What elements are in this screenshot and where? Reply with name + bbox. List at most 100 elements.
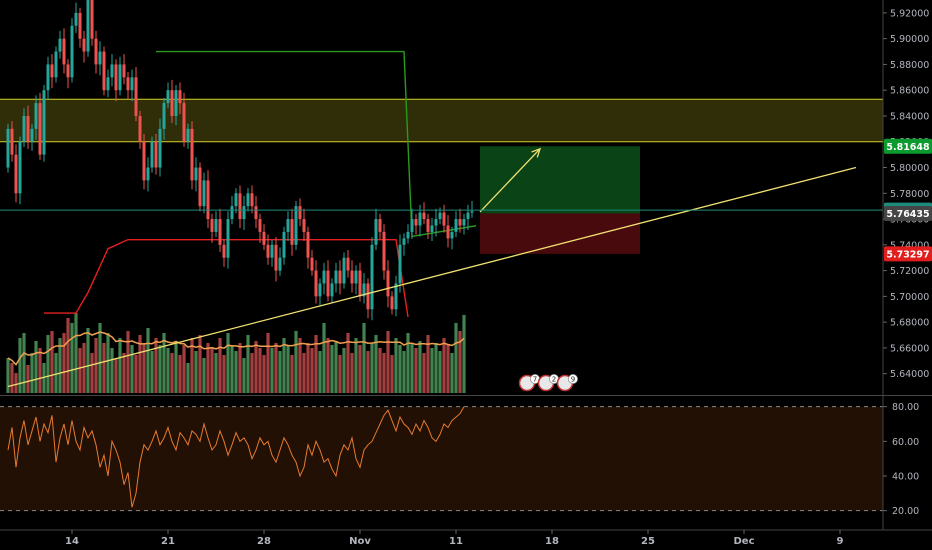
volume-bar	[382, 353, 386, 393]
candle-body	[342, 257, 346, 284]
volume-bar	[414, 348, 418, 393]
volume-bars	[6, 313, 466, 393]
volume-bar	[242, 358, 246, 393]
price-tick-label: 5.80000	[890, 163, 929, 174]
candle-body	[422, 212, 426, 220]
volume-bar	[198, 335, 202, 393]
volume-bar	[358, 345, 362, 393]
rsi-line	[7, 406, 465, 508]
candle-body	[142, 141, 146, 181]
price-tick-label: 5.84000	[890, 111, 929, 122]
volume-bar	[146, 328, 150, 393]
trendline-group[interactable]	[7, 147, 857, 388]
price-tick-label: 5.78000	[890, 189, 929, 200]
candle-body	[130, 77, 134, 91]
volume-bar	[182, 345, 186, 393]
volume-bar	[190, 338, 194, 393]
candle-body	[286, 219, 290, 232]
volume-bar	[118, 338, 122, 393]
candle-body	[402, 238, 406, 245]
trendline[interactable]	[7, 166, 857, 388]
volume-bar	[238, 343, 242, 393]
resistance-zone-group	[0, 98, 883, 143]
volume-bar	[326, 338, 330, 393]
candle-body	[446, 225, 450, 239]
long-position-tool[interactable]	[480, 146, 640, 254]
candle-body	[318, 283, 322, 297]
candle-body	[210, 219, 214, 232]
candle-body	[198, 167, 202, 207]
candle-body	[430, 225, 434, 232]
volume-bar	[438, 351, 442, 393]
volume-bar	[54, 353, 58, 393]
volume-bar	[454, 323, 458, 393]
candle-body	[338, 270, 342, 284]
volume-bar	[362, 323, 366, 393]
volume-bar	[226, 333, 230, 393]
price-tick-label: 5.70000	[890, 292, 929, 303]
candle-body	[298, 206, 302, 220]
volume-bar	[138, 335, 142, 393]
rsi-tick-label: 40.00	[892, 472, 919, 483]
candle-body	[134, 77, 138, 116]
volume-bar	[314, 335, 318, 393]
candle-body	[434, 219, 438, 226]
candle-body	[226, 219, 230, 258]
volume-bar	[214, 353, 218, 393]
volume-bar	[306, 343, 310, 393]
candlesticks	[6, 0, 474, 321]
volume-bar	[390, 355, 394, 393]
volume-bar	[274, 343, 278, 393]
volume-bar	[298, 338, 302, 393]
price-label-text: 5.73297	[886, 249, 929, 260]
volume-bar	[70, 323, 74, 393]
price-tick-label: 5.72000	[890, 266, 929, 277]
candle-body	[18, 141, 22, 194]
lower-step-line	[44, 238, 409, 318]
candle-body	[466, 212, 470, 220]
event-badges[interactable]: 7 2 9	[518, 374, 578, 392]
volume-bar	[446, 345, 450, 393]
price-tick-label: 5.64000	[890, 369, 929, 380]
candle-body	[26, 115, 30, 142]
volume-ma-line	[7, 331, 465, 366]
volume-bar	[114, 358, 118, 393]
volume-bar	[126, 331, 130, 393]
event-badge-count: 2	[552, 376, 556, 384]
event-badge-count: 7	[533, 376, 537, 384]
candle-body	[274, 244, 278, 271]
candle-body	[370, 244, 374, 310]
candle-body	[138, 115, 142, 142]
candle-body	[150, 141, 154, 168]
position-profit-zone[interactable]	[480, 146, 640, 214]
volume-bar	[18, 338, 22, 393]
volume-bar	[258, 348, 262, 393]
candle-body	[154, 141, 158, 168]
candle-body	[450, 231, 454, 239]
price-tick-label: 5.92000	[890, 8, 929, 19]
volume-bar	[86, 328, 90, 393]
price-tick-label: 5.74000	[890, 240, 929, 251]
volume-bar	[134, 355, 138, 393]
volume-bar	[150, 351, 154, 393]
rsi-tick-label: 20.00	[892, 506, 919, 517]
price-tick-label: 5.66000	[890, 343, 929, 354]
candle-body	[438, 212, 442, 220]
candle-body	[170, 90, 174, 116]
candle-body	[410, 219, 414, 232]
volume-bar	[174, 341, 178, 393]
volume-bar	[34, 341, 38, 393]
volume-bar	[234, 351, 238, 393]
volume-bar	[38, 348, 42, 393]
candle-body	[302, 219, 306, 232]
candle-body	[38, 103, 42, 155]
projection-arrow[interactable]	[479, 148, 541, 213]
volume-bar	[370, 343, 374, 393]
candle-body	[266, 244, 270, 258]
position-loss-zone[interactable]	[480, 213, 640, 254]
volume-bar	[6, 358, 10, 393]
volume-bar	[310, 348, 314, 393]
resistance-zone[interactable]	[0, 99, 883, 142]
candle-body	[34, 103, 38, 129]
